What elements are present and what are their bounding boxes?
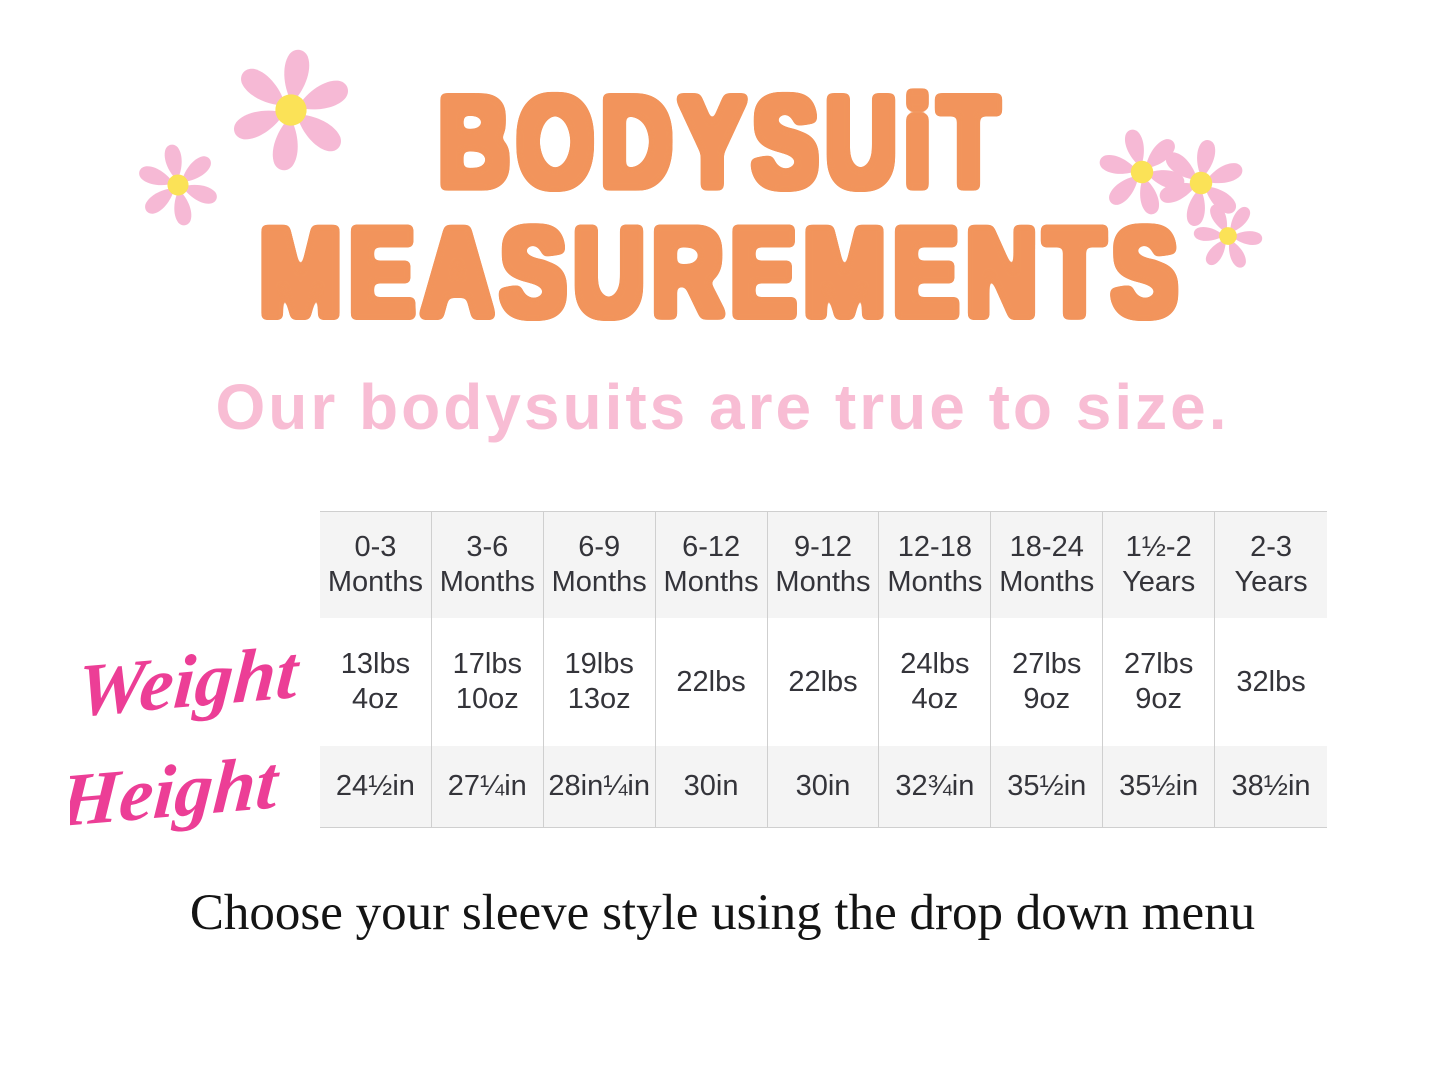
svg-text:Weight: Weight [74, 630, 303, 733]
svg-text:Height: Height [70, 740, 283, 843]
svg-text:MEASUREMENTS: MEASUREMENTS [259, 202, 1184, 342]
svg-text:BODYSUiT: BODYSUiT [438, 71, 1005, 214]
